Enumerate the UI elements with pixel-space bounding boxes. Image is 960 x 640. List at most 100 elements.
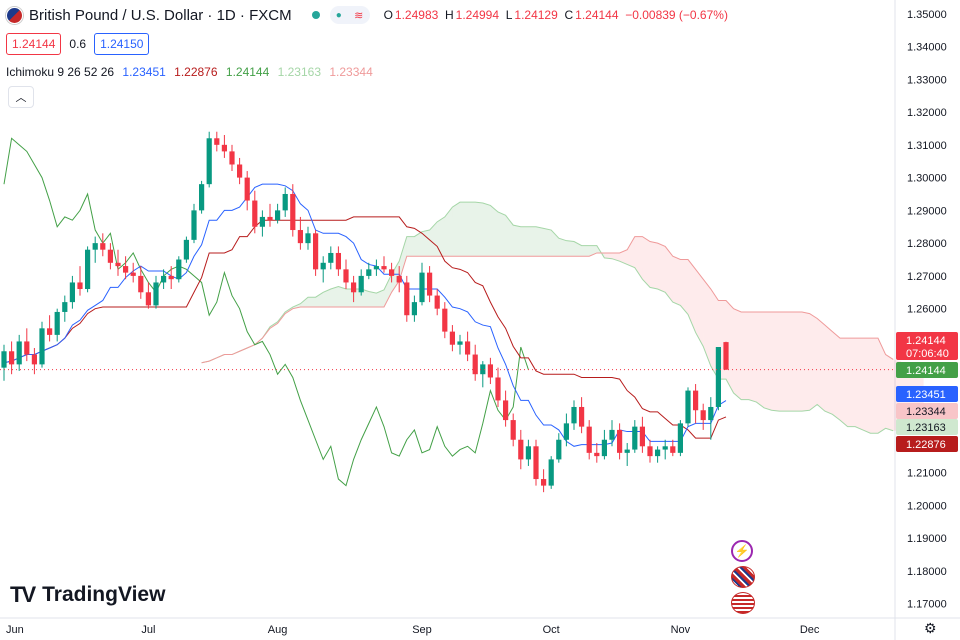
x-tick-label: Nov	[671, 624, 691, 636]
candle-body	[214, 138, 220, 145]
candle-body	[480, 364, 486, 375]
cloud-segment	[528, 226, 536, 257]
candle-body	[503, 400, 509, 421]
candle-body	[518, 439, 524, 460]
candle-body	[24, 341, 30, 355]
candle-body	[168, 275, 174, 280]
symbol-title[interactable]: British Pound / U.S. Dollar · 1D · FXCM	[29, 6, 292, 24]
cloud-segment	[315, 292, 324, 308]
cloud-segment	[794, 311, 802, 412]
candle-body	[100, 243, 106, 250]
candle-body	[700, 410, 706, 421]
x-tick-label: Aug	[268, 624, 288, 636]
cloud-segment	[885, 354, 894, 431]
candle-body	[373, 266, 379, 270]
candle-body	[153, 282, 159, 306]
cloud-segment	[536, 226, 544, 257]
uk-flag-event-icon[interactable]	[731, 566, 755, 588]
sell-button[interactable]: 1.24144	[6, 33, 62, 55]
cloud-segment	[422, 230, 430, 257]
y-tick-label: 1.29000	[907, 205, 947, 217]
cloud-segment	[566, 240, 574, 257]
lagging-price-tag: 1.24144	[906, 365, 946, 377]
cloud-segment	[756, 311, 764, 408]
candle-body	[586, 426, 592, 453]
leading-span-b-value: 1.23344	[329, 65, 373, 79]
cloud-segment	[513, 225, 521, 257]
cloud-segment	[832, 331, 840, 421]
cloud-segment	[695, 269, 704, 347]
last-price-tag: 1.24144	[906, 335, 946, 347]
cloud-segment	[444, 207, 453, 257]
candle-body	[115, 262, 121, 267]
base-line	[3, 216, 727, 439]
countdown-tag: 07:06:40	[906, 348, 949, 360]
data-flag-icon[interactable]: ● ≋	[329, 6, 370, 24]
cloud-segment	[353, 289, 362, 308]
y-tick-label: 1.32000	[907, 107, 947, 119]
tradingview-logo[interactable]: TV TradingView	[10, 582, 165, 608]
brand-name: TradingView	[42, 583, 166, 606]
cloud-segment	[308, 297, 316, 308]
leading-span-b-line	[201, 236, 894, 364]
indicator-name: Ichimoku 9 26 52 26	[6, 65, 115, 79]
cloud-segment	[368, 291, 377, 308]
candle-body	[107, 249, 113, 263]
order-panel: 1.24144 0.6 1.24150	[6, 33, 150, 55]
open-value: 1.24983	[394, 8, 439, 22]
cloud-segment	[323, 289, 331, 308]
candle-body	[723, 342, 729, 370]
candle-body	[533, 446, 539, 480]
candle-body	[145, 292, 151, 306]
cloud-segment	[786, 311, 795, 412]
settings-gear-icon[interactable]: ⚙	[924, 620, 937, 636]
cloud-segment	[817, 318, 825, 412]
candle-body	[9, 351, 15, 365]
candle-body	[693, 390, 699, 411]
cloud-segment	[376, 289, 384, 308]
cloud-segment	[429, 221, 438, 257]
cloud-segment	[627, 236, 635, 268]
candle-body	[708, 406, 714, 421]
conversion-price-tag: 1.23451	[906, 389, 946, 401]
candle-body	[662, 446, 668, 450]
collapse-legend-button[interactable]: ︿	[8, 86, 34, 108]
cloud-segment	[748, 311, 757, 403]
candle-body	[259, 216, 265, 227]
candle-body	[594, 452, 600, 457]
cloud-segment	[657, 243, 666, 293]
candle-body	[525, 446, 531, 460]
candle-body	[16, 341, 22, 365]
cloud-segment	[870, 338, 878, 434]
cloud-segment	[505, 215, 514, 257]
y-tick-label: 1.21000	[907, 468, 947, 480]
base-price-tag-bg	[896, 436, 958, 452]
cloud-segment	[543, 228, 552, 257]
candle-body	[92, 243, 98, 250]
lagging-span-value: 1.24144	[225, 65, 270, 79]
candle-body	[358, 275, 364, 293]
us-flag-event-icon[interactable]	[731, 592, 755, 614]
candle-body	[229, 151, 235, 165]
candle-body	[677, 423, 683, 453]
high-value: 1.24994	[455, 8, 500, 22]
cloud-segment	[581, 245, 590, 257]
candle-body	[389, 269, 395, 276]
candle-body	[1, 351, 7, 368]
span-a-price-tag-bg	[896, 419, 958, 435]
lightning-event-icon[interactable]: ⚡	[731, 540, 753, 562]
candle-body	[313, 233, 319, 270]
candle-body	[77, 282, 83, 290]
cloud-segment	[346, 289, 354, 308]
candle-body	[632, 426, 638, 450]
candle-body	[487, 364, 493, 378]
indicator-legend[interactable]: Ichimoku 9 26 52 26 1.23451 1.22876 1.24…	[6, 65, 378, 79]
buy-button[interactable]: 1.24150	[94, 33, 150, 55]
candle-body	[579, 406, 585, 427]
candle-body	[39, 328, 45, 365]
cloud-segment	[764, 311, 772, 411]
cloud-segment	[840, 338, 848, 427]
cloud-segment	[604, 252, 612, 259]
cloud-segment	[460, 202, 468, 257]
